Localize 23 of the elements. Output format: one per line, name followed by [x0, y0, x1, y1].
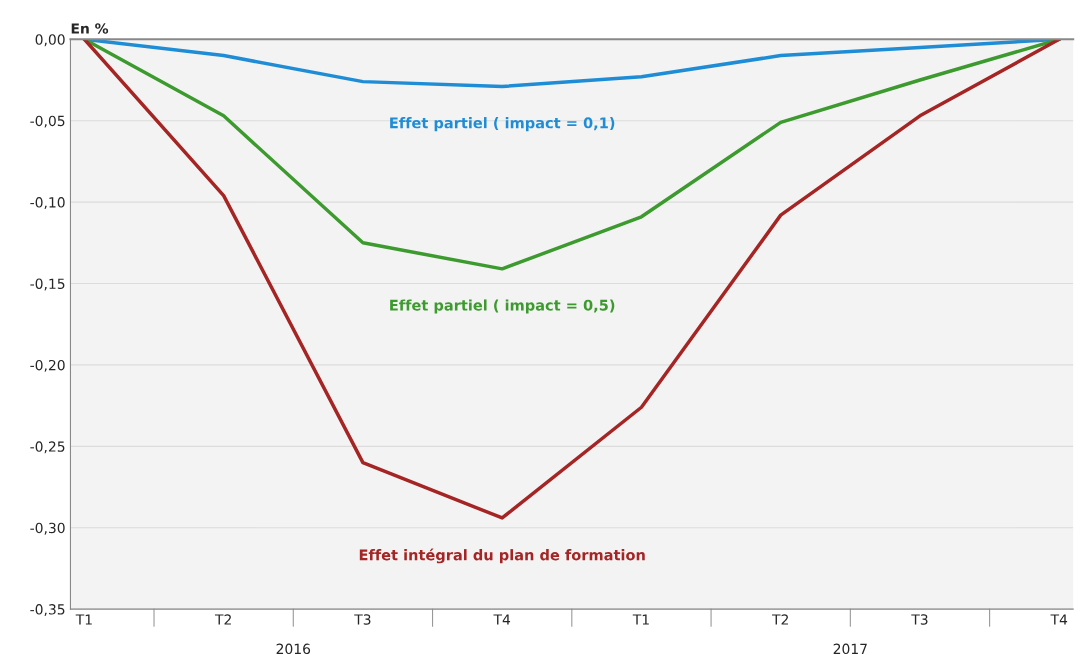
- y-axis-title: En %: [71, 23, 109, 34]
- x-tick-label: T3: [911, 614, 928, 625]
- x-tick-label: T4: [1050, 614, 1068, 625]
- x-tick-label: T3: [354, 614, 371, 625]
- y-tick-label: -0,05: [30, 115, 65, 128]
- y-tick-label: -0,20: [30, 359, 65, 372]
- y-tick-label: -0,15: [30, 278, 65, 291]
- text: 2017: [833, 643, 867, 655]
- x-tick-label: T1: [75, 614, 92, 625]
- text: 2016: [276, 643, 311, 655]
- x-tick-label: T2: [214, 614, 231, 625]
- x-tick-label: T4: [493, 614, 511, 625]
- y-tick-label: -0,10: [30, 197, 65, 210]
- y-tick-label: 0,00: [35, 34, 65, 47]
- y-tick-label: -0,25: [30, 441, 65, 454]
- y-tick-label: -0,30: [30, 522, 65, 535]
- text: Effet intégral du plan de formation: [359, 548, 645, 564]
- y-tick-label: -0,35: [30, 604, 65, 617]
- x-tick-label: T1: [632, 614, 649, 625]
- line-series: [82, 39, 1061, 520]
- text: Effet partiel ( impact = 0,5): [390, 299, 615, 314]
- x-tick-label: T2: [772, 614, 788, 625]
- text: Effet partiel ( impact = 0,1): [390, 117, 615, 132]
